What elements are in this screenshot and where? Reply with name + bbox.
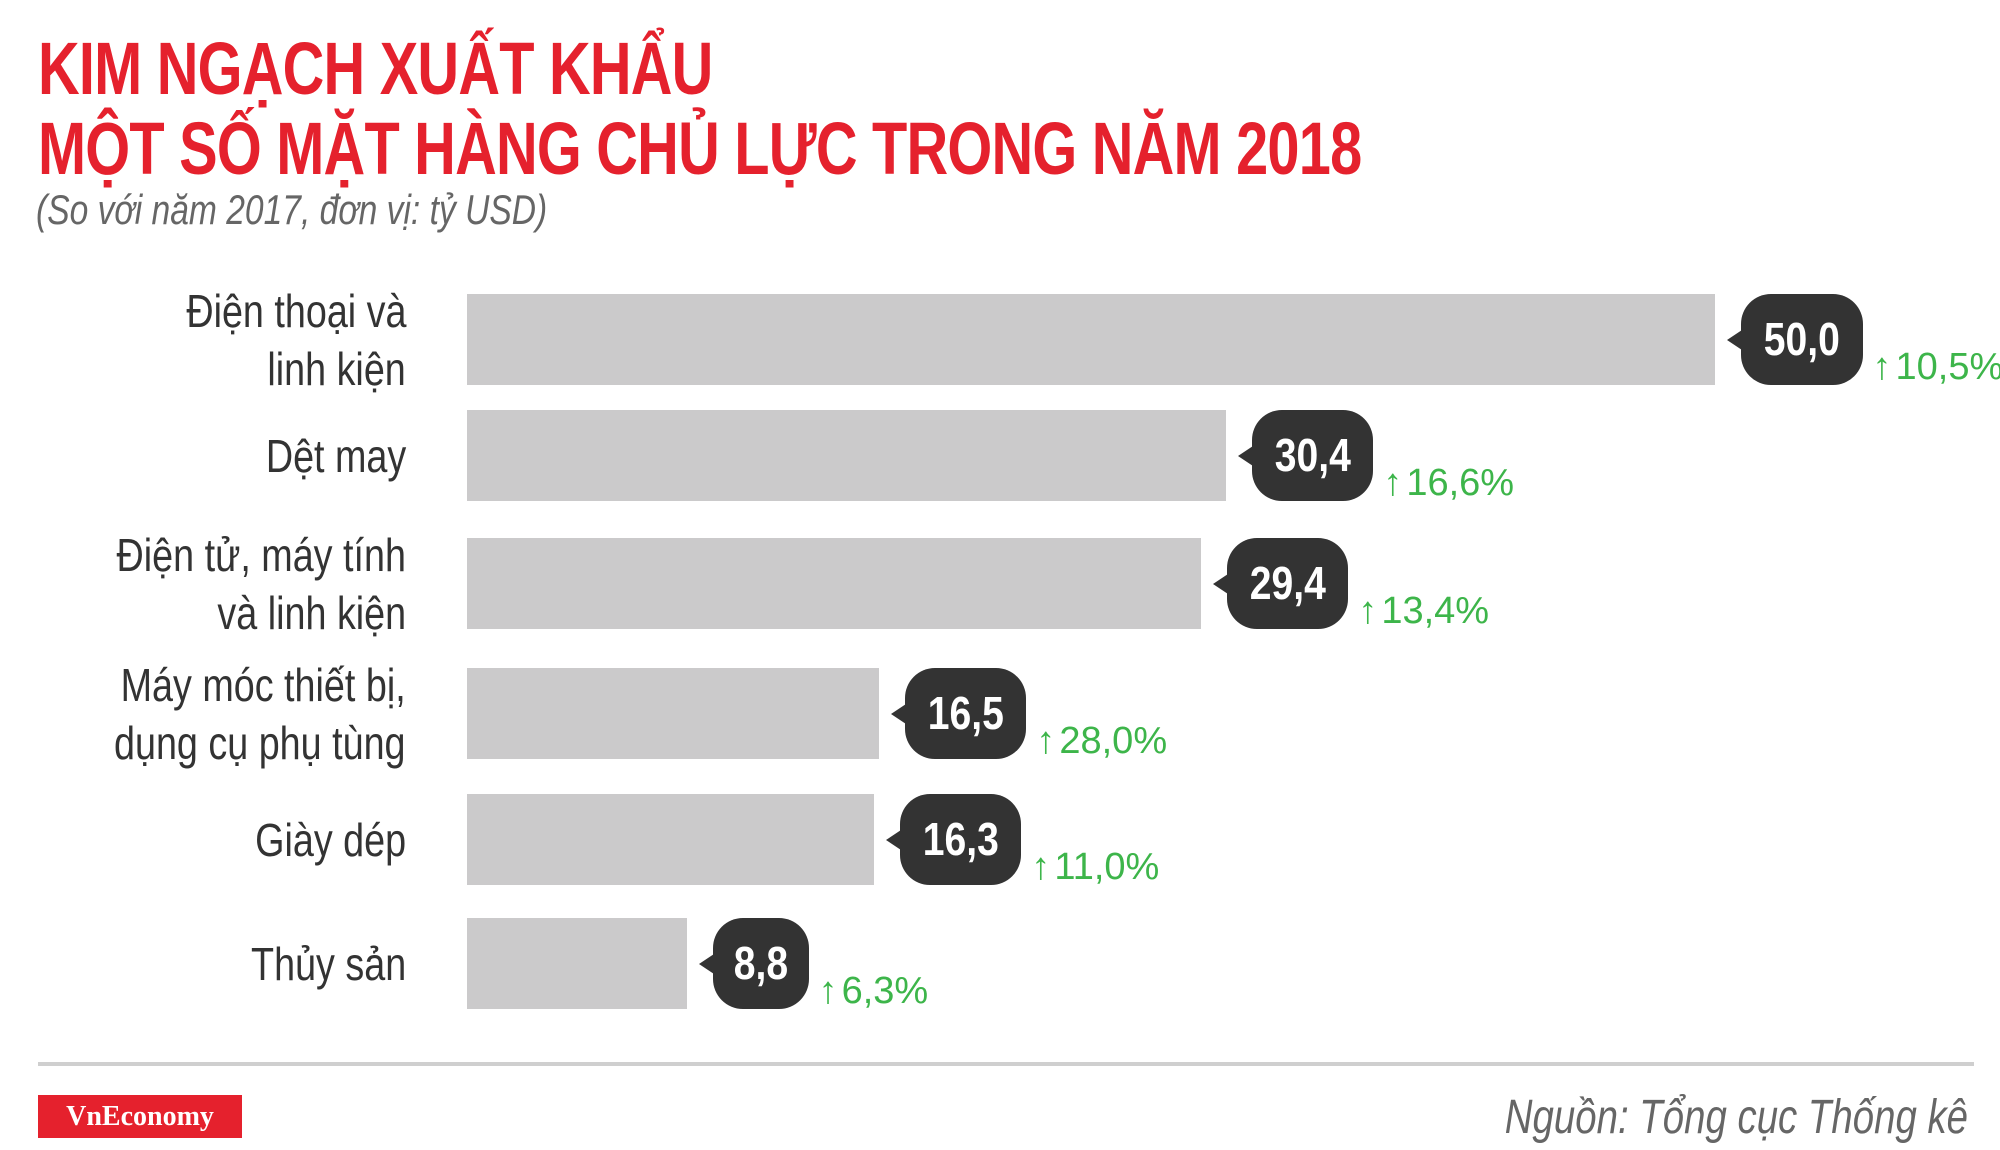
growth-label: ↑ 10,5% bbox=[1873, 346, 2000, 389]
value-label: 16,3 bbox=[885, 794, 1022, 885]
value-label-text: 16,3 bbox=[922, 813, 999, 865]
arrow-up-icon: ↑ bbox=[1031, 846, 1051, 888]
bar bbox=[467, 668, 879, 759]
growth-text: 6,3% bbox=[841, 970, 929, 1012]
bar bbox=[467, 294, 1715, 385]
value-label-text: 8,8 bbox=[733, 937, 788, 989]
bar-row: Thủy sản 8,8 ↑ 6,3% bbox=[0, 918, 2000, 1012]
growth-label: ↑ 11,0% bbox=[1031, 846, 1159, 889]
arrow-up-icon: ↑ bbox=[1036, 720, 1056, 762]
value-label-text: 16,5 bbox=[927, 687, 1004, 739]
growth-label: ↑ 16,6% bbox=[1383, 462, 1514, 505]
bar bbox=[467, 410, 1226, 501]
bar bbox=[467, 794, 874, 885]
category-label: Máy móc thiết bị, dụng cụ phụ tùng bbox=[114, 658, 406, 769]
value-label-text: 30,4 bbox=[1274, 429, 1351, 481]
title-line-2: MỘT SỐ MẶT HÀNG CHỦ LỰC TRONG NĂM 2018 bbox=[38, 107, 1362, 190]
growth-text: 13,4% bbox=[1381, 590, 1490, 632]
bar-row: Dệt may 30,4 ↑ 16,6% bbox=[0, 410, 2000, 504]
growth-text: 10,5% bbox=[1895, 346, 2000, 388]
value-label-text: 29,4 bbox=[1249, 557, 1326, 609]
category-label: Thủy sản bbox=[250, 937, 406, 990]
bar-row: Giày dép 16,3 ↑ 11,0% bbox=[0, 794, 2000, 888]
source-note: Nguồn: Tổng cục Thống kê bbox=[1504, 1091, 1968, 1144]
category-label: Giày dép bbox=[255, 813, 406, 866]
value-label: 8,8 bbox=[698, 918, 809, 1009]
subtitle: (So với năm 2017, đơn vị: tỷ USD) bbox=[36, 186, 548, 233]
vneconomy-logo: VnEconomy bbox=[38, 1095, 242, 1138]
bar-row: Điện tử, máy tính và linh kiện 29,4 ↑ 13,4% bbox=[0, 529, 2000, 639]
value-label-text: 50,0 bbox=[1763, 313, 1840, 365]
value-label: 50,0 bbox=[1727, 294, 1863, 385]
category-label: Điện tử, máy tính và linh kiện bbox=[116, 528, 406, 639]
bar-row: Điện thoại và linh kiện 50,0 ↑ 10,5% bbox=[0, 285, 2000, 395]
arrow-up-icon: ↑ bbox=[1872, 346, 1892, 388]
growth-label: ↑ 28,0% bbox=[1036, 720, 1167, 763]
arrow-up-icon: ↑ bbox=[818, 970, 838, 1012]
bar bbox=[467, 538, 1201, 629]
growth-text: 28,0% bbox=[1059, 720, 1168, 762]
title-line-1: KIM NGẠCH XUẤT KHẨU bbox=[38, 27, 713, 110]
arrow-up-icon: ↑ bbox=[1358, 590, 1378, 632]
growth-label: ↑ 13,4% bbox=[1358, 590, 1489, 633]
bar bbox=[467, 918, 687, 1009]
growth-text: 11,0% bbox=[1054, 846, 1160, 888]
arrow-up-icon: ↑ bbox=[1383, 462, 1403, 504]
bar-row: Máy móc thiết bị, dụng cụ phụ tùng 16,5 ↑ 28… bbox=[0, 659, 2000, 769]
growth-text: 16,6% bbox=[1406, 462, 1515, 504]
value-label: 30,4 bbox=[1237, 410, 1374, 501]
growth-label: ↑ 6,3% bbox=[819, 970, 929, 1013]
category-label: Dệt may bbox=[265, 429, 406, 482]
divider bbox=[38, 1062, 1974, 1066]
value-label: 29,4 bbox=[1212, 538, 1349, 629]
category-label: Điện thoại và linh kiện bbox=[185, 284, 406, 395]
value-label: 16,5 bbox=[890, 668, 1027, 759]
